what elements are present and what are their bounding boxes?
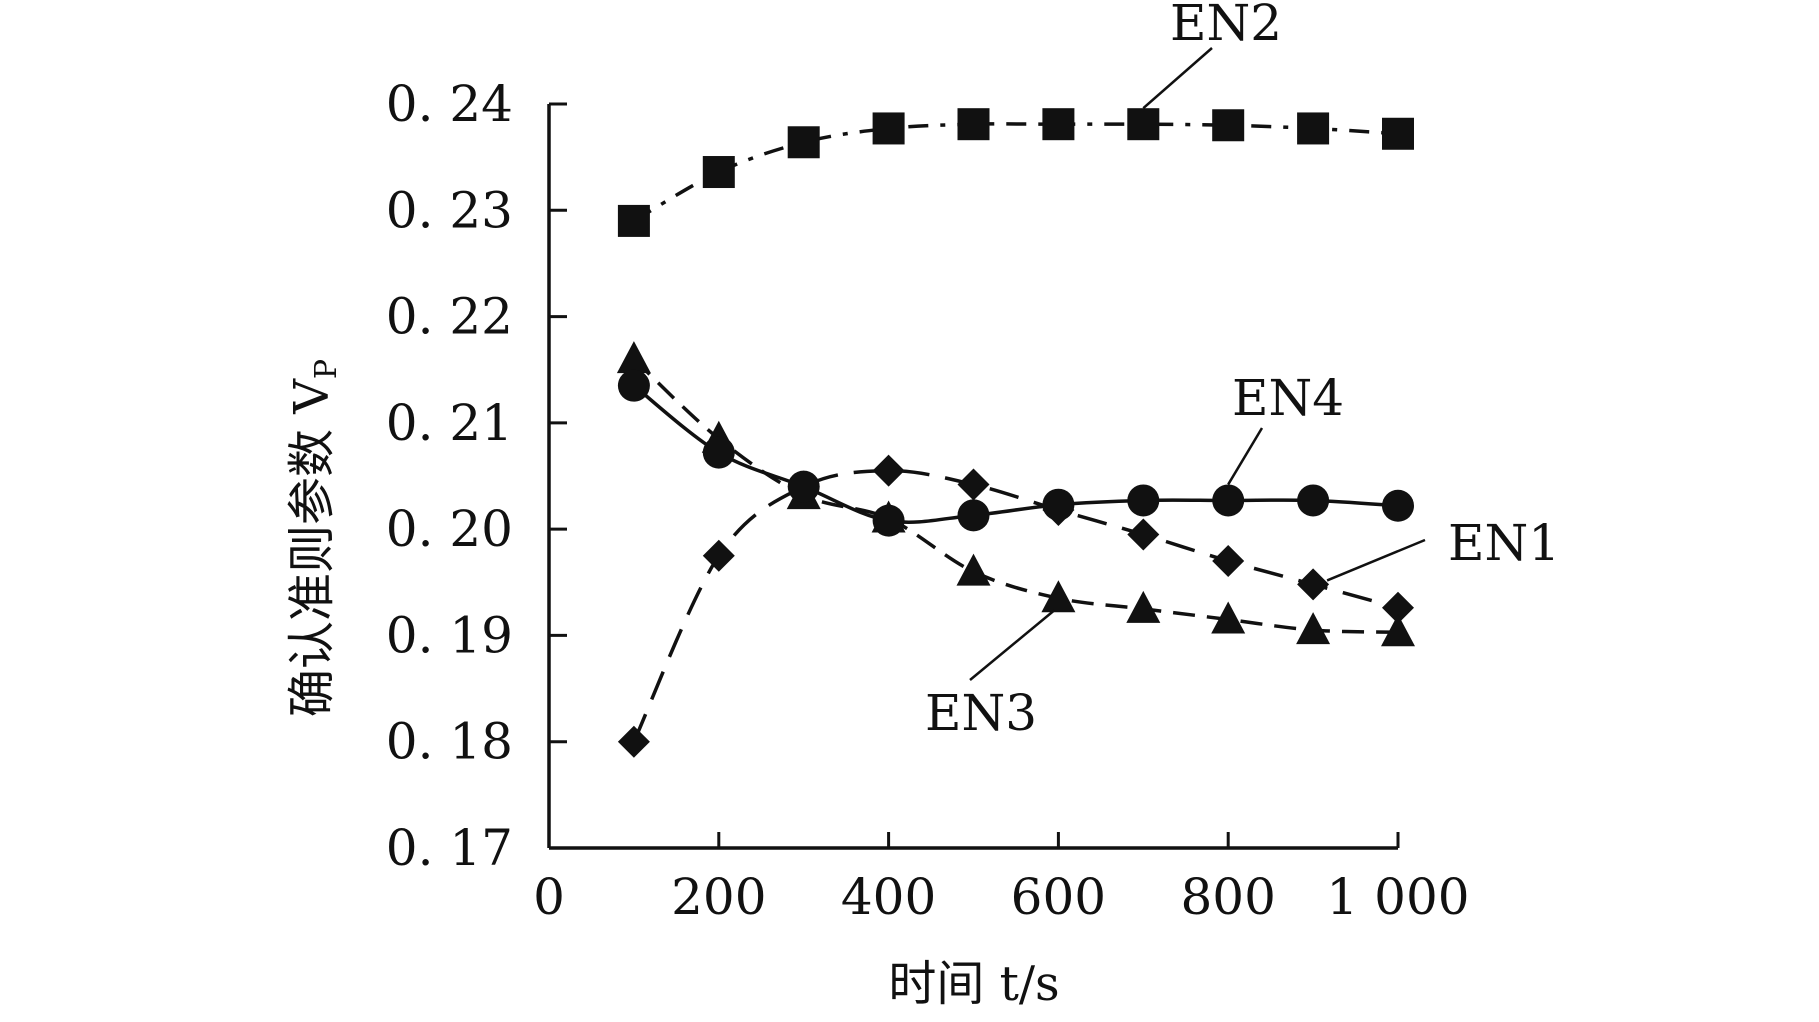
y-axis-title: 确认准则参数 VP [284,359,344,717]
data-point-en1 [617,725,650,758]
annotations: EN2 EN4 EN1 EN3 [925,0,1560,742]
annotation-label-en3: EN3 [925,684,1037,742]
data-point-en2 [1127,108,1160,141]
data-point-en4 [787,470,820,503]
series-line-en1 [632,468,1399,743]
data-point-en4 [872,504,905,537]
y-tick-label: 0. 23 [386,181,513,239]
data-point-en2 [957,108,990,141]
y-tick-label: 0. 19 [386,606,513,664]
annotation-leader-en3 [969,609,1056,681]
annotation-label-en2: EN2 [1170,0,1282,52]
x-tick-label: 600 [1011,868,1106,926]
data-point-en2 [872,112,905,145]
annotation-leader-en4 [1227,427,1264,486]
ticks: 0. 17 0. 18 0. 19 0. 20 0. 21 0. 22 0. 23 0. 24… [386,75,1470,926]
series-lines [632,122,1399,743]
data-point-en4 [617,369,650,402]
data-point-en4 [957,499,990,532]
data-point-en2 [1297,112,1330,145]
y-axis-title-main: 确认准则参数 V [284,378,340,717]
series-line-en2 [633,122,1399,223]
y-tick-label: 0. 17 [386,819,513,877]
x-tick-label: 200 [671,868,766,926]
y-tick-label: 0. 22 [386,288,513,346]
series-markers [616,108,1415,758]
data-point-en2 [1212,109,1245,142]
data-point-en4 [702,436,735,469]
annotation-label-en1: EN1 [1448,514,1560,572]
x-tick-label: 1 000 [1326,868,1469,926]
data-point-en2 [787,126,820,159]
data-point-en3 [1126,590,1161,623]
series-line-en4 [632,384,1399,524]
data-point-en4 [1127,484,1160,517]
y-tick-label: 0. 21 [386,394,513,452]
y-tick-label: 0. 18 [386,713,513,771]
data-point-en4 [1042,488,1075,521]
x-tick-label: 400 [841,868,936,926]
y-axis-title-subscript: P [309,359,344,379]
data-point-en4 [1297,484,1330,517]
data-point-en3 [1381,614,1415,647]
data-point-en3 [1041,580,1076,613]
x-tick-label: 800 [1180,868,1275,926]
data-point-en3 [1296,612,1331,645]
data-point-en4 [1382,489,1414,522]
data-point-en3 [616,341,651,374]
data-point-en2 [1382,117,1414,150]
annotation-leader-en2 [1142,47,1213,110]
data-point-en4 [1212,484,1245,517]
data-point-en1 [957,468,990,501]
annotation-label-en4: EN4 [1232,369,1344,427]
data-point-en2 [617,204,650,237]
y-tick-label: 0. 20 [386,500,513,558]
data-point-en3 [956,553,991,586]
x-tick-label: 0 [533,868,565,926]
data-point-en1 [1382,591,1414,624]
y-tick-label: 0. 24 [386,75,513,133]
data-point-en1 [702,539,735,572]
data-point-en3 [1211,601,1246,634]
axes [547,104,1398,850]
x-axis-title: 时间 t/s [888,956,1059,1012]
data-point-en2 [702,156,735,189]
annotation-leader-en1 [1326,538,1426,582]
data-point-en1 [1212,545,1245,578]
data-point-en1 [872,454,905,487]
data-point-en1 [1297,568,1330,601]
data-point-en2 [1042,108,1075,141]
data-point-en1 [1127,518,1160,551]
